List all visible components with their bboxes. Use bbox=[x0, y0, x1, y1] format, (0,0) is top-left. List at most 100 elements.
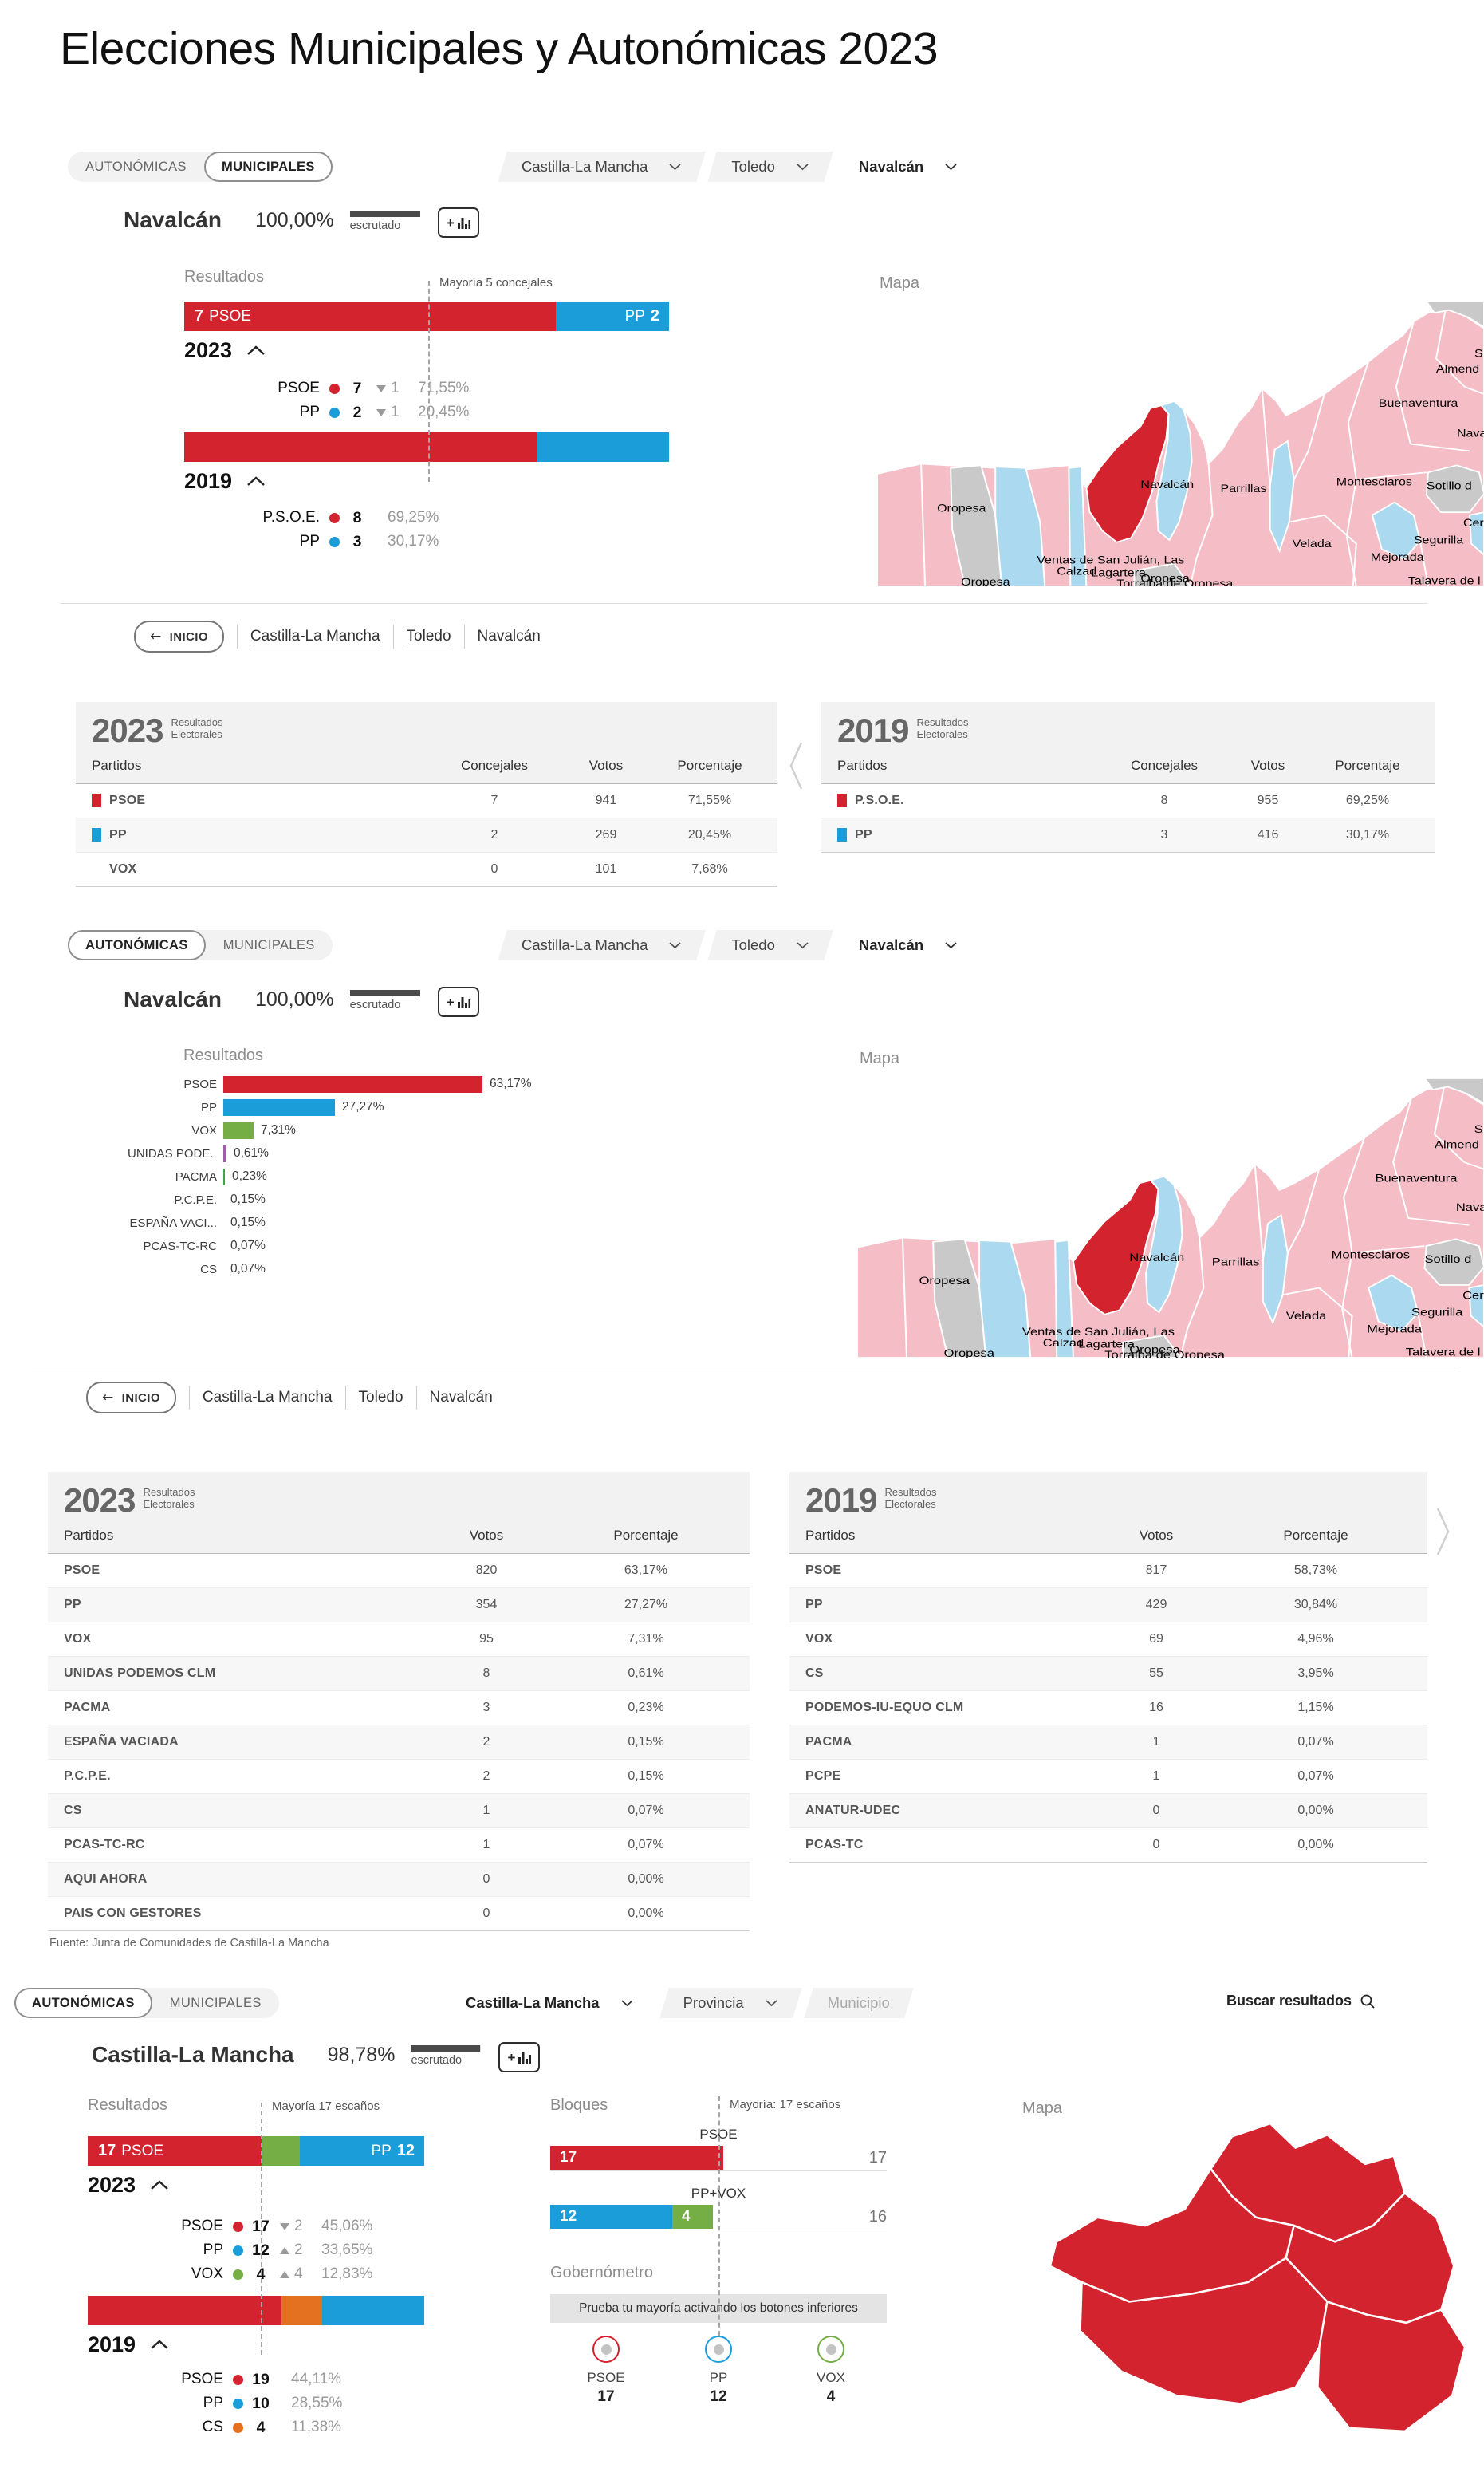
results-panel-s1: Resultados Mayoría 5 concejales 7 PSOE PP… bbox=[184, 268, 669, 579]
tab-autonomicas[interactable]: AUTONÓMICAS bbox=[68, 930, 206, 960]
bar-segment-cs bbox=[281, 2296, 323, 2325]
table-row: PSOE 817 58,73% bbox=[789, 1554, 1427, 1588]
col-partidos: Partidos bbox=[805, 1527, 856, 1543]
add-chart-button[interactable]: + bbox=[437, 207, 479, 238]
bar-segment-pp: PP 2 bbox=[556, 302, 669, 331]
table-row: P.C.P.E. 2 0,15% bbox=[48, 1760, 750, 1794]
trend-up-icon bbox=[280, 2270, 289, 2278]
table-row: ANATUR-UDEC 0 0,00% bbox=[789, 1793, 1427, 1828]
col-votos: Votos bbox=[588, 757, 624, 773]
table-row: UNIDAS PODEMOS CLM 8 0,61% bbox=[48, 1656, 750, 1691]
breadcrumb-link-province[interactable]: Toledo bbox=[358, 1389, 403, 1406]
municipality-map-s1[interactable] bbox=[877, 302, 1484, 590]
province-dropdown[interactable]: Toledo bbox=[707, 930, 833, 960]
table-row: VOX 69 4,96% bbox=[789, 1622, 1427, 1657]
tab-autonomicas[interactable]: AUTONÓMICAS bbox=[14, 1988, 152, 2018]
breadcrumb-link-region[interactable]: Castilla-La Mancha bbox=[202, 1389, 333, 1406]
results-title: Resultados bbox=[88, 2096, 168, 2114]
breadcrumb-current: Navalcán bbox=[429, 1389, 493, 1406]
bar-segment-psoe bbox=[88, 2296, 281, 2325]
table-2019-autonomic: 2019 Resultados Electorales Partidos Vot… bbox=[789, 1472, 1427, 1863]
chevron-up-icon bbox=[247, 345, 265, 355]
table-row: PCAS-TC 0 0,00% bbox=[789, 1828, 1427, 1863]
scrutiny-percent: 100,00% bbox=[254, 209, 334, 231]
inicio-button[interactable]: ← INICIO bbox=[86, 1382, 176, 1413]
legend-row: P.S.O.E. 8 69,25% bbox=[262, 508, 439, 526]
party-color-swatch bbox=[837, 828, 847, 842]
bar-pp bbox=[223, 1098, 335, 1116]
seat-bar-2019 bbox=[184, 432, 669, 462]
municipality-map-s2[interactable] bbox=[857, 1078, 1484, 1362]
vox-dot-icon bbox=[233, 2269, 243, 2280]
add-chart-button[interactable]: + bbox=[437, 987, 479, 1017]
map-title-s2: Mapa bbox=[860, 1050, 900, 1067]
filters-s3: Castilla-La Mancha Provincia Municipio bbox=[447, 1988, 914, 2018]
majority-label: Mayoría 17 escaños bbox=[272, 2100, 380, 2113]
majority-line bbox=[428, 281, 430, 482]
municipality-dropdown[interactable]: Navalcán bbox=[840, 152, 977, 182]
inicio-button[interactable]: ← INICIO bbox=[134, 621, 224, 653]
tab-municipales[interactable]: MUNICIPALES bbox=[169, 1996, 262, 2010]
trend-down-icon bbox=[376, 408, 386, 416]
vox-toggle-button[interactable] bbox=[817, 2336, 844, 2363]
region-dropdown[interactable]: Castilla-La Mancha bbox=[498, 930, 707, 960]
block-segment-pp: 12 bbox=[550, 2205, 672, 2229]
municipality-dropdown[interactable]: Municipio bbox=[803, 1988, 914, 2018]
table-row: PSOE 820 63,17% bbox=[48, 1554, 750, 1588]
legend-2019: PSOE 19 44,11% PP 10 28,55% CS 4 11,38% bbox=[88, 2368, 342, 2439]
breadcrumb-link-region[interactable]: Castilla-La Mancha bbox=[250, 628, 380, 645]
block-name-pp-vox: PP+VOX bbox=[691, 2186, 746, 2201]
breadcrumb-s2: ← INICIO Castilla-La Mancha Toledo Navalc… bbox=[86, 1382, 493, 1413]
table-row: PP 2 269 20,45% bbox=[76, 818, 777, 853]
pp-toggle-button[interactable] bbox=[705, 2336, 732, 2363]
region-dropdown[interactable]: Castilla-La Mancha bbox=[498, 152, 707, 182]
election-type-toggle-s3: AUTONÓMICAS MUNICIPALES bbox=[14, 1988, 279, 2018]
results-title: Resultados bbox=[184, 268, 265, 286]
tab-municipales[interactable]: MUNICIPALES bbox=[222, 938, 315, 952]
carousel-next-icon[interactable] bbox=[1435, 1506, 1451, 1561]
tab-municipales[interactable]: MUNICIPALES bbox=[203, 152, 333, 182]
bar-pacma bbox=[223, 1168, 225, 1185]
legend-2023: PSOE 7 1 71,55% PP 2 1 20,45% bbox=[184, 377, 469, 424]
breadcrumb-separator bbox=[236, 625, 238, 649]
province-dropdown[interactable]: Provincia bbox=[659, 1988, 802, 2018]
chevron-up-icon bbox=[151, 2180, 168, 2190]
year-toggle-2023[interactable]: 2023 bbox=[184, 338, 266, 363]
table-2023-municipal: 2023 Resultados Electorales Partidos Con… bbox=[76, 702, 777, 887]
tab-autonomicas[interactable]: AUTONÓMICAS bbox=[85, 160, 187, 174]
col-concejales: Concejales bbox=[460, 757, 529, 773]
button-seats: 4 bbox=[826, 2388, 836, 2405]
legend-row: PP 2 1 20,45% bbox=[299, 403, 470, 421]
gobernometro-buttons: PSOE 17 PP 12 VOX 4 bbox=[550, 2336, 887, 2406]
region-map-clm[interactable] bbox=[1033, 2119, 1476, 2439]
majority-line bbox=[718, 2096, 720, 2336]
year-toggle-2019[interactable]: 2019 bbox=[88, 2332, 169, 2357]
psoe-toggle-button[interactable] bbox=[592, 2336, 620, 2363]
carousel-prev-icon[interactable] bbox=[788, 740, 804, 795]
button-party-label: VOX bbox=[817, 2370, 845, 2385]
chevron-down-icon bbox=[797, 942, 809, 949]
year-toggle-2019[interactable]: 2019 bbox=[184, 469, 266, 494]
gobernometro-title: Gobernómetro bbox=[550, 2264, 653, 2281]
region-dropdown[interactable]: Castilla-La Mancha bbox=[447, 1988, 653, 2018]
add-chart-button[interactable]: + bbox=[498, 2042, 541, 2072]
breadcrumb-link-province[interactable]: Toledo bbox=[406, 628, 451, 645]
municipality-dropdown[interactable]: Navalcán bbox=[840, 930, 977, 960]
year-toggle-2023[interactable]: 2023 bbox=[88, 2173, 169, 2198]
search-results[interactable]: Buscar resultados bbox=[1226, 1993, 1376, 2009]
majority-line bbox=[261, 2103, 262, 2355]
legend-row: PP 10 28,55% bbox=[203, 2394, 343, 2412]
bar-vox bbox=[223, 1122, 254, 1139]
bar-segment-psoe: 17 PSOE bbox=[88, 2136, 262, 2166]
region-name: Castilla-La Mancha bbox=[92, 2042, 294, 2067]
table-row: PODEMOS-IU-EQUO CLM 16 1,15% bbox=[789, 1691, 1427, 1725]
search-icon bbox=[1360, 1994, 1375, 2009]
table-row: PP 3 416 30,17% bbox=[821, 818, 1435, 853]
map-title-s1: Mapa bbox=[880, 274, 920, 292]
trend-down-icon bbox=[376, 384, 386, 392]
bar-psoe bbox=[223, 1075, 482, 1093]
legend-row: VOX 4 4 12,83% bbox=[191, 2265, 373, 2283]
breadcrumb-separator bbox=[344, 1386, 346, 1410]
province-dropdown[interactable]: Toledo bbox=[707, 152, 833, 182]
chevron-down-icon bbox=[766, 2000, 777, 2007]
